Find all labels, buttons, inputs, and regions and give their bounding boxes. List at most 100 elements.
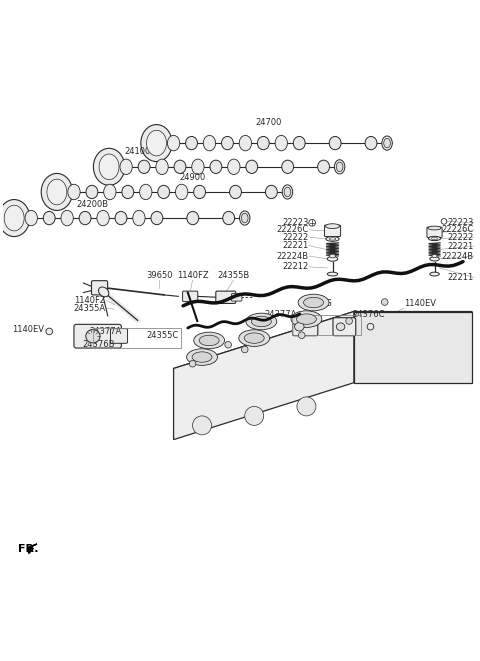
Ellipse shape — [326, 237, 339, 241]
Ellipse shape — [291, 311, 322, 327]
Ellipse shape — [204, 136, 216, 151]
Ellipse shape — [275, 136, 288, 151]
Ellipse shape — [295, 323, 304, 331]
Text: 24355A: 24355A — [73, 303, 106, 313]
Text: 22222: 22222 — [283, 233, 309, 241]
Text: 24900: 24900 — [180, 173, 206, 182]
Ellipse shape — [210, 160, 222, 173]
Ellipse shape — [297, 397, 316, 416]
Text: 24355C: 24355C — [146, 330, 179, 340]
Ellipse shape — [0, 200, 30, 237]
Text: 24376B: 24376B — [83, 340, 115, 349]
FancyBboxPatch shape — [333, 318, 356, 336]
Ellipse shape — [335, 160, 345, 174]
FancyBboxPatch shape — [74, 325, 121, 348]
FancyBboxPatch shape — [231, 293, 242, 301]
Text: 1140EV: 1140EV — [404, 299, 436, 308]
Circle shape — [382, 299, 388, 305]
Ellipse shape — [140, 184, 152, 200]
Ellipse shape — [99, 154, 119, 180]
Ellipse shape — [25, 210, 37, 226]
Ellipse shape — [176, 184, 188, 200]
Polygon shape — [27, 544, 37, 553]
Ellipse shape — [138, 160, 150, 173]
Ellipse shape — [241, 214, 248, 223]
Ellipse shape — [133, 210, 145, 226]
Text: 24355G: 24355G — [300, 299, 332, 308]
Ellipse shape — [245, 407, 264, 426]
Ellipse shape — [151, 212, 163, 225]
Ellipse shape — [318, 160, 329, 173]
Ellipse shape — [284, 187, 291, 197]
Ellipse shape — [384, 138, 390, 148]
Ellipse shape — [327, 272, 338, 276]
Text: 24376C: 24376C — [352, 310, 384, 319]
Text: 1140EV: 1140EV — [12, 325, 45, 334]
Text: FR.: FR. — [18, 544, 39, 554]
Text: 24355B: 24355B — [217, 271, 250, 280]
Ellipse shape — [174, 160, 186, 173]
Ellipse shape — [122, 185, 134, 198]
Ellipse shape — [146, 130, 167, 156]
Ellipse shape — [186, 136, 197, 150]
FancyBboxPatch shape — [216, 291, 236, 303]
Text: 1140FZ: 1140FZ — [177, 271, 208, 280]
Ellipse shape — [365, 136, 377, 150]
Ellipse shape — [240, 211, 250, 225]
Ellipse shape — [47, 179, 67, 205]
Ellipse shape — [246, 160, 258, 173]
Circle shape — [241, 346, 248, 353]
Ellipse shape — [192, 159, 204, 175]
Text: 22226C: 22226C — [442, 225, 474, 235]
Ellipse shape — [98, 287, 109, 297]
Ellipse shape — [327, 256, 338, 261]
Ellipse shape — [239, 136, 252, 151]
Ellipse shape — [199, 335, 219, 346]
Text: 22211: 22211 — [448, 273, 474, 282]
Ellipse shape — [43, 212, 55, 225]
Ellipse shape — [61, 210, 73, 226]
Text: 24377A: 24377A — [264, 310, 297, 319]
Ellipse shape — [432, 237, 438, 240]
Ellipse shape — [194, 332, 225, 349]
Ellipse shape — [192, 352, 212, 362]
Text: 24700: 24700 — [255, 118, 282, 128]
Ellipse shape — [229, 185, 241, 198]
Circle shape — [346, 318, 352, 325]
FancyBboxPatch shape — [110, 329, 128, 343]
Ellipse shape — [257, 136, 269, 150]
Ellipse shape — [239, 330, 270, 346]
Text: 24100D: 24100D — [124, 147, 157, 157]
Text: 22224B: 22224B — [442, 252, 474, 260]
Text: 22221: 22221 — [283, 241, 309, 250]
Ellipse shape — [86, 185, 98, 198]
Ellipse shape — [156, 159, 168, 175]
Ellipse shape — [330, 254, 336, 258]
FancyBboxPatch shape — [293, 318, 318, 336]
FancyBboxPatch shape — [182, 291, 198, 301]
Circle shape — [46, 328, 53, 334]
Ellipse shape — [282, 160, 294, 173]
Ellipse shape — [252, 316, 271, 327]
Ellipse shape — [4, 206, 24, 231]
Text: 22224B: 22224B — [276, 252, 309, 260]
Polygon shape — [174, 311, 354, 440]
FancyBboxPatch shape — [92, 281, 108, 295]
Ellipse shape — [158, 185, 169, 198]
Ellipse shape — [193, 185, 205, 198]
Ellipse shape — [282, 185, 293, 199]
Ellipse shape — [192, 416, 212, 435]
Ellipse shape — [97, 210, 109, 226]
Text: 22226C: 22226C — [276, 225, 309, 235]
Ellipse shape — [428, 237, 441, 241]
Ellipse shape — [115, 212, 127, 225]
Ellipse shape — [329, 238, 336, 240]
Polygon shape — [354, 311, 472, 383]
Text: 22212: 22212 — [283, 262, 309, 272]
Ellipse shape — [79, 212, 91, 225]
Ellipse shape — [432, 254, 437, 258]
Ellipse shape — [336, 323, 345, 330]
Text: 22223: 22223 — [282, 218, 309, 227]
Polygon shape — [174, 311, 472, 368]
Ellipse shape — [325, 224, 340, 229]
